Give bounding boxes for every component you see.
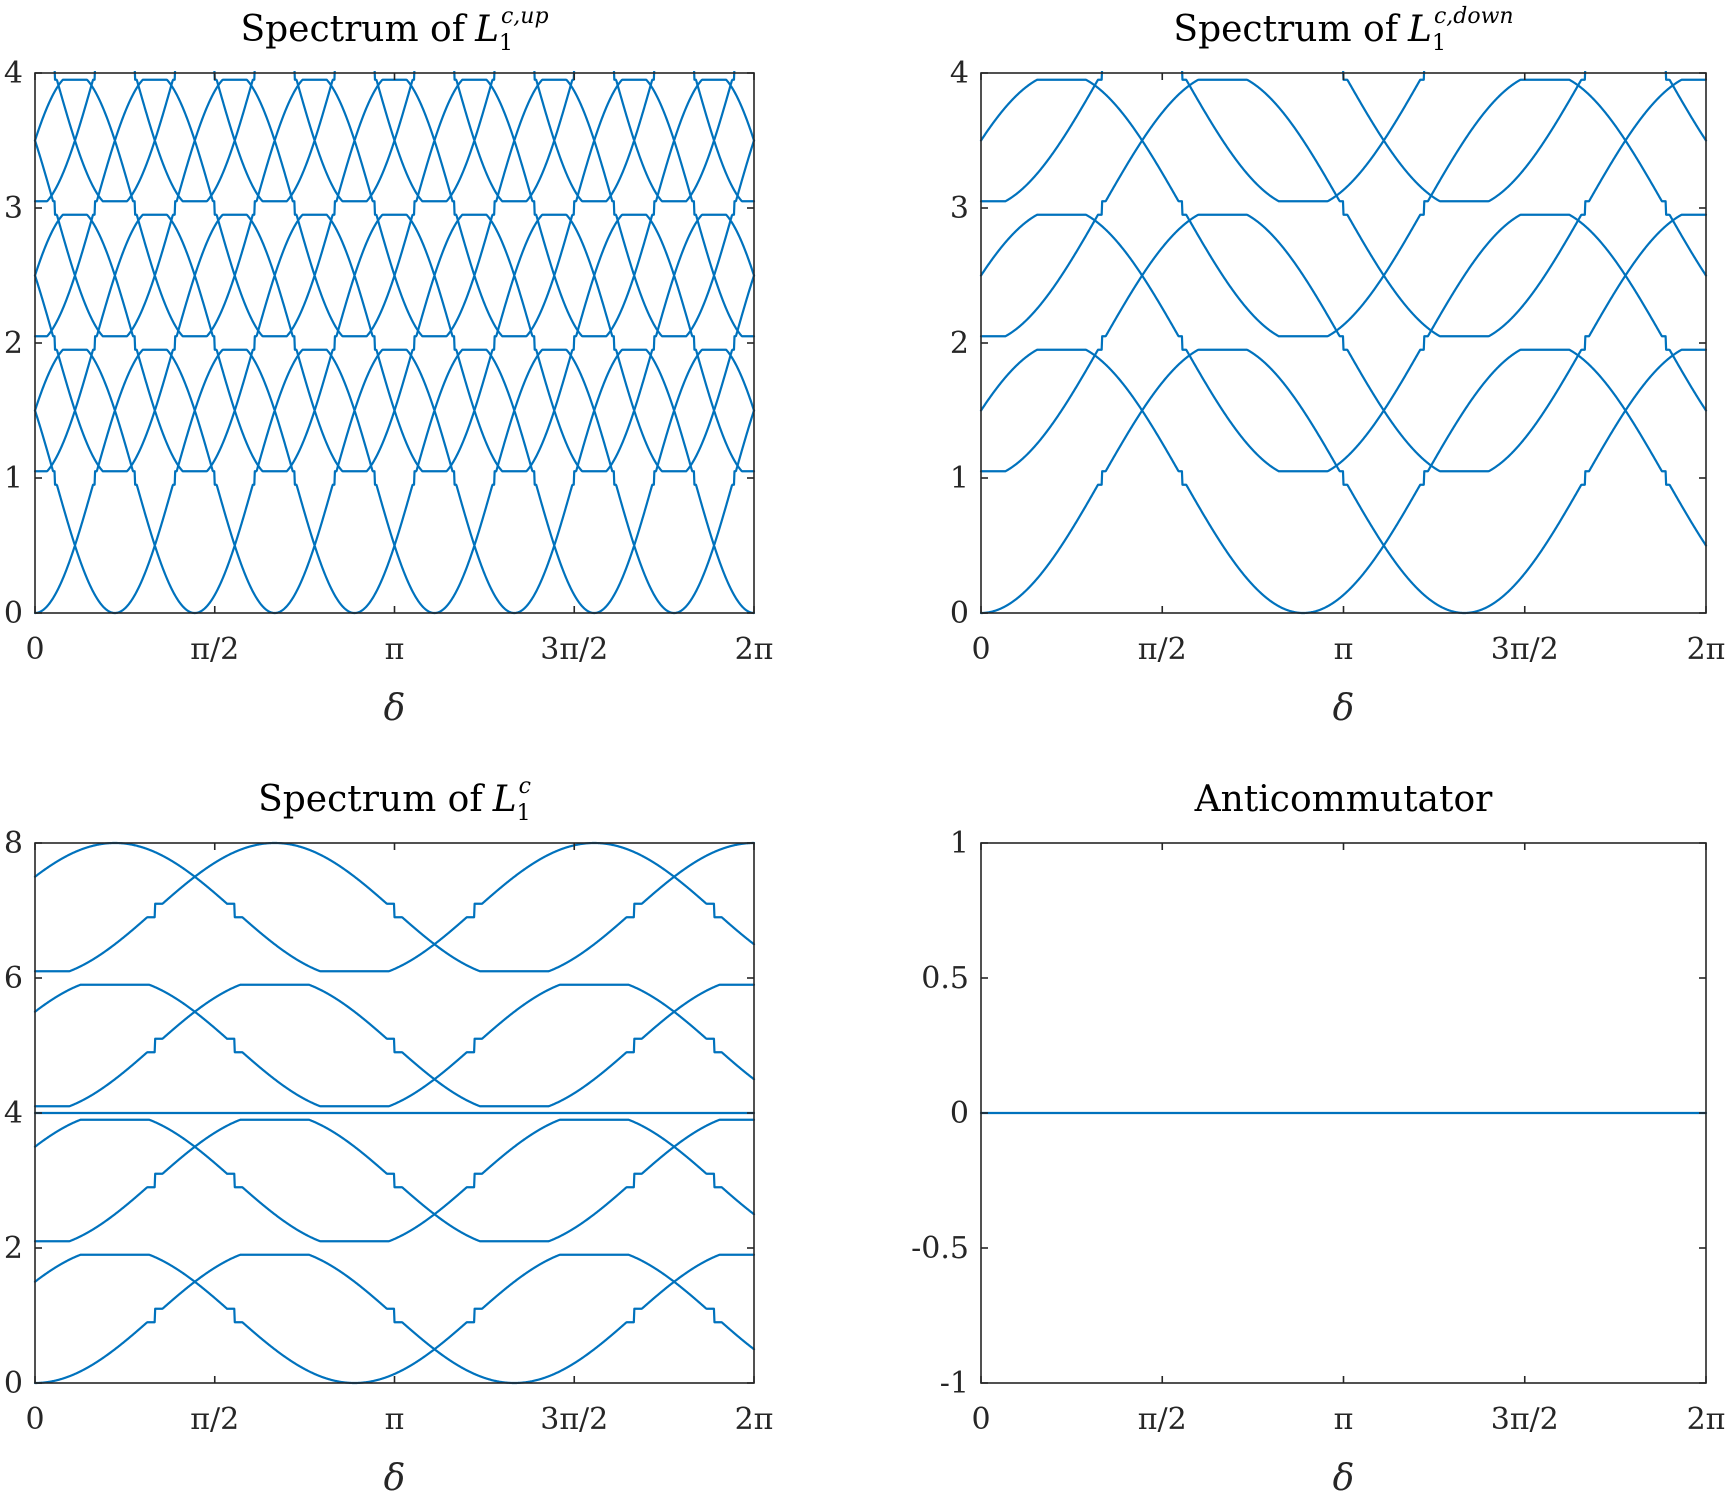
series-line-7 — [979, 71, 1708, 197]
y-tick-label: 1 — [950, 461, 969, 496]
y-tick-label: 4 — [4, 1096, 23, 1131]
y-tick-label: -0.5 — [911, 1231, 969, 1266]
y-tick-label: 2 — [950, 326, 969, 361]
y-tick-label: 1 — [950, 826, 969, 861]
series-line-5 — [33, 329, 756, 357]
y-tick-label: 3 — [950, 191, 969, 226]
series-line-12 — [35, 0, 754, 6]
x-tick-label: 3π/2 — [1491, 632, 1559, 667]
series-line-6 — [979, 84, 1708, 277]
series-line-10 — [33, 84, 756, 142]
series-group — [979, 71, 1708, 615]
series-line-1 — [979, 409, 1708, 615]
x-tick-label: 0 — [971, 1402, 990, 1437]
y-tick-label: -1 — [940, 1366, 969, 1401]
x-tick-label: π — [1334, 1402, 1354, 1437]
series-line-5 — [979, 139, 1708, 332]
series-line-2 — [979, 354, 1708, 547]
x-tick-label: 2π — [1687, 632, 1725, 667]
x-tick-label: π/2 — [1138, 1402, 1187, 1437]
y-tick-label: 3 — [4, 191, 23, 226]
x-tick-label: π — [1334, 632, 1354, 667]
chart-title: Anticommutator — [1194, 779, 1494, 820]
chart-up: 0 π/2 π 3π/2 2π 0 1 2 3 4 δ Spectrum of L1c,up — [4, 0, 774, 729]
series-line-8 — [33, 194, 756, 222]
x-tick-label: 0 — [25, 632, 44, 667]
x-tick-label: 0 — [25, 1402, 44, 1437]
series-line-2 — [33, 464, 756, 547]
x-axis-label: δ — [384, 1458, 406, 1497]
series-line-4 — [33, 354, 756, 412]
series-line-3 — [33, 1145, 756, 1243]
x-tick-label: 3π/2 — [540, 632, 608, 667]
x-tick-label: π/2 — [1138, 632, 1187, 667]
series-line-7 — [33, 219, 756, 277]
y-tick-label: 6 — [4, 961, 23, 996]
x-tick-label: 3π/2 — [540, 1402, 608, 1437]
series-line-3 — [979, 274, 1708, 467]
x-tick-label: π — [385, 632, 405, 667]
x-axis-label: δ — [1333, 688, 1355, 729]
x-tick-label: 2π — [735, 632, 774, 667]
y-tick-label: 4 — [4, 56, 23, 91]
series-line-1 — [33, 544, 756, 615]
series-line-8 — [33, 841, 756, 946]
series-line-6 — [33, 274, 756, 332]
y-tick-label: 1 — [4, 461, 23, 496]
y-tick-label: 4 — [950, 56, 969, 91]
x-tick-label: 2π — [1687, 1402, 1725, 1437]
x-tick-label: 2π — [735, 1402, 774, 1437]
y-tick-label: 0 — [4, 1366, 23, 1401]
x-axis-label: δ — [1333, 1458, 1355, 1497]
series-line-2 — [33, 1253, 756, 1351]
series-line-1 — [33, 1280, 756, 1385]
y-tick-label: 2 — [4, 326, 23, 361]
chart-title: Spectrum of L1c,up — [240, 4, 548, 56]
x-tick-label: π/2 — [190, 1402, 239, 1437]
x-tick-label: π — [385, 1402, 405, 1437]
series-line-5 — [33, 1010, 756, 1108]
chart-title: Spectrum of L1c,down — [1173, 4, 1513, 56]
y-tick-label: 0 — [950, 1096, 969, 1131]
series-group — [33, 841, 756, 1385]
y-tick-label: 0 — [950, 596, 969, 631]
series-line-6 — [33, 983, 756, 1081]
x-tick-label: π/2 — [190, 632, 239, 667]
chart-full: 0 π/2 π 3π/2 2π 0 2 4 6 8 δ Spectrum of L1c — [4, 774, 774, 1497]
plot-frame — [34, 72, 755, 614]
series-line-9 — [33, 139, 756, 197]
x-axis-label: δ — [384, 688, 406, 729]
series-line-7 — [33, 875, 756, 973]
y-tick-label: 8 — [4, 826, 23, 861]
y-tick-label: 0.5 — [921, 961, 969, 996]
series-line-3 — [33, 409, 756, 467]
chart-anti: 0 π/2 π 3π/2 2π -1 -0.5 0 0.5 1 δ Anticommutator — [911, 779, 1725, 1497]
x-tick-label: 3π/2 — [1491, 1402, 1559, 1437]
y-tick-label: 2 — [4, 1231, 23, 1266]
x-tick-label: 0 — [971, 632, 990, 667]
series-line-4 — [979, 219, 1708, 412]
series-line-4 — [33, 1118, 756, 1216]
y-tick-label: 0 — [4, 596, 23, 631]
chart-down: 0 π/2 π 3π/2 2π 0 1 2 3 4 δ Spectrum of L1c,down — [950, 4, 1725, 729]
chart-title: Spectrum of L1c — [258, 774, 531, 826]
series-group — [33, 0, 756, 615]
